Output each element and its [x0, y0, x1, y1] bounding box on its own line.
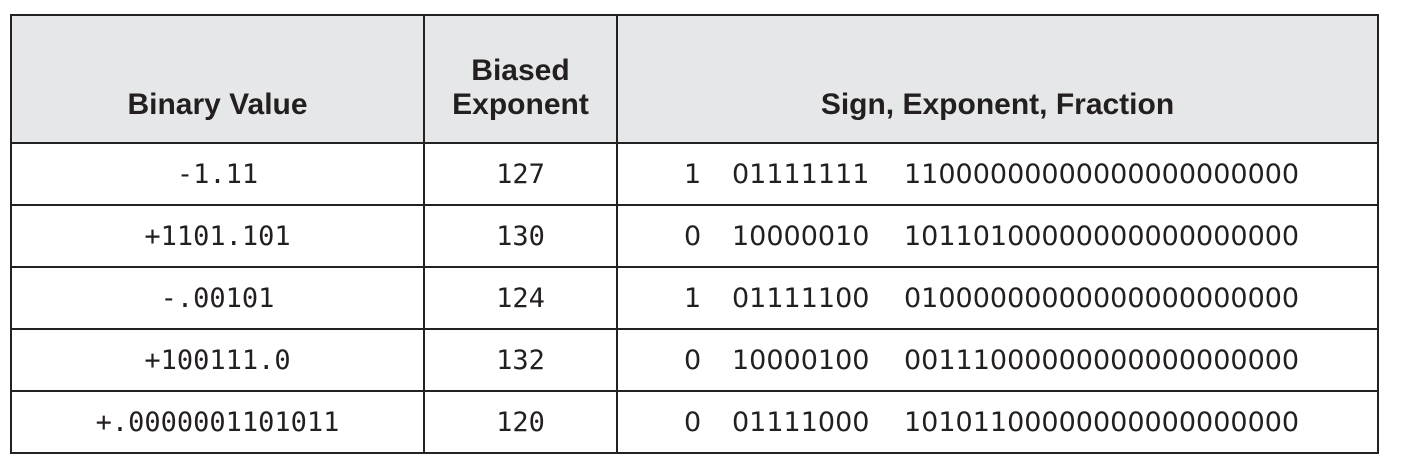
- biased-exponent-cell: 130: [423, 204, 618, 268]
- header-binary-value: Binary Value: [10, 14, 425, 144]
- table-row: -1.11 127 1 01111111 110000000000000000000…: [10, 142, 1379, 206]
- sign-exponent-fraction-cell: 0 01111000 10101100000000000000000: [616, 390, 1379, 454]
- sign-exponent-fraction-cell: 1 01111100 01000000000000000000000: [616, 266, 1379, 330]
- exponent-bits: 01111111: [732, 158, 870, 190]
- binary-value-cell: -1.11: [10, 142, 425, 206]
- header-biased-exponent-line1: Biased: [471, 54, 570, 87]
- header-biased-exponent: Biased Exponent: [423, 14, 618, 144]
- binary-value-cell: +100111.0: [10, 328, 425, 392]
- header-sign-exponent-fraction: Sign, Exponent, Fraction: [616, 14, 1379, 144]
- sign-bit: 0: [684, 344, 702, 376]
- biased-exponent-cell: 120: [423, 390, 618, 454]
- sign-bit: 0: [684, 406, 702, 438]
- header-row: Binary Value Biased Exponent Sign, Expon…: [10, 14, 1379, 144]
- fraction-bits: 10110100000000000000000: [904, 220, 1300, 252]
- header-binary-value-label: Binary Value: [127, 88, 308, 121]
- table-row: +1101.101 130 0 10000010 10110100000000000…: [10, 204, 1379, 268]
- fraction-bits: 10101100000000000000000: [904, 406, 1300, 438]
- header-sign-exponent-fraction-label: Sign, Exponent, Fraction: [820, 88, 1175, 121]
- table-row: -.00101 124 1 01111100 0100000000000000000…: [10, 266, 1379, 330]
- exponent-bits: 10000010: [732, 220, 870, 252]
- binary-value-cell: +.0000001101011: [10, 390, 425, 454]
- header-biased-exponent-line2: Exponent: [452, 88, 589, 121]
- sign-exponent-fraction-cell: 0 10000010 10110100000000000000000: [616, 204, 1379, 268]
- table-row: +100111.0 132 0 10000100 00111000000000000…: [10, 328, 1379, 392]
- table-row: +.0000001101011 120 0 01111000 10101100000…: [10, 390, 1379, 454]
- binary-value-cell: -.00101: [10, 266, 425, 330]
- floating-point-table: Binary Value Biased Exponent Sign, Expon…: [10, 14, 1379, 454]
- sign-bit: 1: [684, 282, 702, 314]
- biased-exponent-cell: 132: [423, 328, 618, 392]
- sign-exponent-fraction-cell: 0 10000100 00111000000000000000000: [616, 328, 1379, 392]
- sign-bit: 1: [684, 158, 702, 190]
- fraction-bits: 00111000000000000000000: [904, 344, 1300, 376]
- fraction-bits: 01000000000000000000000: [904, 282, 1300, 314]
- binary-value-cell: +1101.101: [10, 204, 425, 268]
- exponent-bits: 10000100: [732, 344, 870, 376]
- biased-exponent-cell: 127: [423, 142, 618, 206]
- exponent-bits: 01111100: [732, 282, 870, 314]
- sign-bit: 0: [684, 220, 702, 252]
- exponent-bits: 01111000: [732, 406, 870, 438]
- fraction-bits: 11000000000000000000000: [904, 158, 1300, 190]
- biased-exponent-cell: 124: [423, 266, 618, 330]
- sign-exponent-fraction-cell: 1 01111111 11000000000000000000000: [616, 142, 1379, 206]
